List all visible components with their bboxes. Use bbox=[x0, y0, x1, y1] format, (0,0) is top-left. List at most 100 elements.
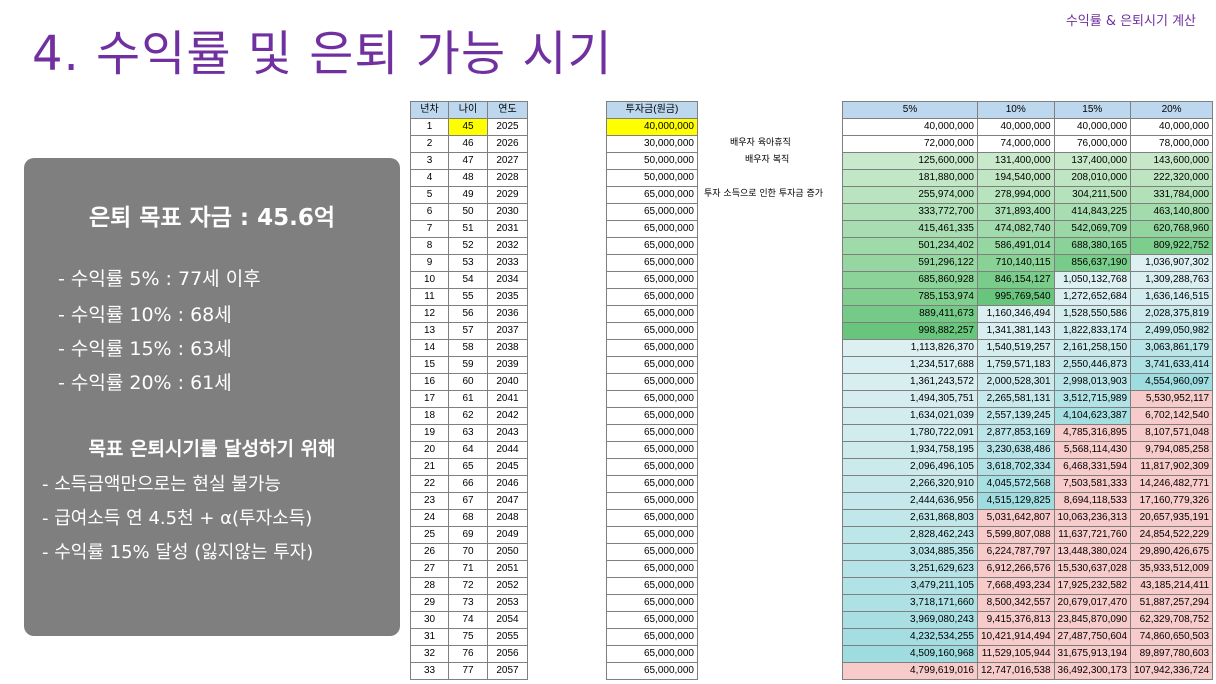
return-20-cell: 74,860,650,503 bbox=[1130, 628, 1214, 646]
table-row: 3 47 2027 bbox=[410, 152, 528, 170]
table-row: 65,000,000 bbox=[606, 594, 698, 612]
return-5-cell: 1,780,722,091 bbox=[842, 424, 978, 442]
investment-cell: 65,000,000 bbox=[606, 509, 698, 527]
age-cell: 52 bbox=[448, 237, 488, 255]
return-10-cell: 4,045,572,568 bbox=[977, 475, 1055, 493]
investment-cell: 65,000,000 bbox=[606, 662, 698, 680]
return-20-cell: 8,107,571,048 bbox=[1130, 424, 1214, 442]
return-10-cell: 586,491,014 bbox=[977, 237, 1055, 255]
header-rate-10: 10% bbox=[977, 101, 1055, 119]
return-5-cell: 1,494,305,751 bbox=[842, 390, 978, 408]
table-row: 685,860,928 846,154,127 1,050,132,768 1,309… bbox=[842, 271, 1214, 289]
year-cell: 2040 bbox=[487, 373, 528, 391]
return-15-cell: 4,785,316,895 bbox=[1053, 424, 1132, 442]
table-row: 1,934,758,195 3,230,638,486 5,568,114,430 9… bbox=[842, 441, 1214, 459]
return-10-cell: 9,415,376,813 bbox=[977, 611, 1055, 629]
return-5-cell: 40,000,000 bbox=[842, 118, 978, 136]
years-table: 년차 나이 연도 1 45 2025 2 46 2026 3 47 2027 4 48 2028 5 49… bbox=[410, 101, 528, 680]
table-row: 7 51 2031 bbox=[410, 220, 528, 238]
year-cell: 2032 bbox=[487, 237, 528, 255]
return-5-cell: 4,232,534,255 bbox=[842, 628, 978, 646]
return-20-cell: 9,794,085,258 bbox=[1130, 441, 1214, 459]
table-row: 40,000,000 40,000,000 40,000,000 40,000,000 bbox=[842, 118, 1214, 136]
table-row: 65,000,000 bbox=[606, 237, 698, 255]
return-20-cell: 17,160,779,326 bbox=[1130, 492, 1214, 510]
table-row: 13 57 2037 bbox=[410, 322, 528, 340]
table-row: 33 77 2057 bbox=[410, 662, 528, 680]
investment-cell: 65,000,000 bbox=[606, 373, 698, 391]
table-row: 65,000,000 bbox=[606, 577, 698, 595]
age-cell: 49 bbox=[448, 186, 488, 204]
return-15-cell: 304,211,500 bbox=[1053, 186, 1132, 204]
investment-cell: 65,000,000 bbox=[606, 594, 698, 612]
return-20-cell: 463,140,800 bbox=[1130, 203, 1214, 221]
note-return-to-work: 배우자 복직 bbox=[745, 155, 790, 165]
table-row: 255,974,000 278,994,000 304,211,500 331,784… bbox=[842, 186, 1214, 204]
return-15-cell: 76,000,000 bbox=[1053, 135, 1132, 153]
page-subtitle: 수익률 & 은퇴시기 계산 bbox=[1065, 14, 1196, 29]
age-cell: 45 bbox=[448, 118, 488, 136]
investment-cell: 65,000,000 bbox=[606, 526, 698, 544]
year-index-cell: 8 bbox=[410, 237, 449, 255]
table-row: 15 59 2039 bbox=[410, 356, 528, 374]
header-investment: 투자금(원금) bbox=[606, 101, 698, 119]
year-cell: 2054 bbox=[487, 611, 528, 629]
header-rate-5: 5% bbox=[842, 101, 978, 119]
year-cell: 2033 bbox=[487, 254, 528, 272]
table-row: 32 76 2056 bbox=[410, 645, 528, 663]
return-10-cell: 2,000,528,301 bbox=[977, 373, 1055, 391]
year-index-cell: 7 bbox=[410, 220, 449, 238]
return-20-cell: 24,854,522,229 bbox=[1130, 526, 1214, 544]
return-15-cell: 11,637,721,760 bbox=[1053, 526, 1132, 544]
age-cell: 54 bbox=[448, 271, 488, 289]
table-row: 2 46 2026 bbox=[410, 135, 528, 153]
return-10-cell: 40,000,000 bbox=[977, 118, 1055, 136]
return-15-cell: 208,010,000 bbox=[1053, 169, 1132, 187]
table-row: 4,799,619,016 12,747,016,538 36,492,300,17… bbox=[842, 662, 1214, 680]
return-20-cell: 35,933,512,009 bbox=[1130, 560, 1214, 578]
age-cell: 50 bbox=[448, 203, 488, 221]
investment-cell: 65,000,000 bbox=[606, 492, 698, 510]
table-row: 26 70 2050 bbox=[410, 543, 528, 561]
table-row: 65,000,000 bbox=[606, 543, 698, 561]
investment-cell: 50,000,000 bbox=[606, 169, 698, 187]
header-rate-20: 20% bbox=[1130, 101, 1214, 119]
table-row: 1,361,243,572 2,000,528,301 2,998,013,903 4… bbox=[842, 373, 1214, 391]
return-5-cell: 3,034,885,356 bbox=[842, 543, 978, 561]
age-cell: 56 bbox=[448, 305, 488, 323]
investment-cell: 65,000,000 bbox=[606, 288, 698, 306]
table-row: 30,000,000 bbox=[606, 135, 698, 153]
year-cell: 2056 bbox=[487, 645, 528, 663]
header-rate-15: 15% bbox=[1053, 101, 1132, 119]
year-cell: 2046 bbox=[487, 475, 528, 493]
return-10-cell: 474,082,740 bbox=[977, 220, 1055, 238]
return-15-cell: 1,272,652,684 bbox=[1053, 288, 1132, 306]
table-row: 65,000,000 bbox=[606, 526, 698, 544]
table-row: 4,232,534,255 10,421,914,494 27,487,750,60… bbox=[842, 628, 1214, 646]
return-15-cell: 3,512,715,989 bbox=[1053, 390, 1132, 408]
table-row: 6 50 2030 bbox=[410, 203, 528, 221]
table-row: 889,411,673 1,160,346,494 1,528,550,586 2,0… bbox=[842, 305, 1214, 323]
return-20-cell: 2,028,375,819 bbox=[1130, 305, 1214, 323]
table-row: 998,882,257 1,341,381,143 1,822,833,174 2,4… bbox=[842, 322, 1214, 340]
return-10-cell: 131,400,000 bbox=[977, 152, 1055, 170]
investment-cell: 65,000,000 bbox=[606, 322, 698, 340]
table-row: 4,509,160,968 11,529,105,944 31,675,913,19… bbox=[842, 645, 1214, 663]
table-row: 2,828,462,243 5,599,807,088 11,637,721,760… bbox=[842, 526, 1214, 544]
table-row: 2,096,496,105 3,618,702,334 6,468,331,594 1… bbox=[842, 458, 1214, 476]
return-10-cell: 11,529,105,944 bbox=[977, 645, 1055, 663]
return-10-cell: 5,599,807,088 bbox=[977, 526, 1055, 544]
investment-cell: 65,000,000 bbox=[606, 628, 698, 646]
table-row: 24 68 2048 bbox=[410, 509, 528, 527]
age-cell: 74 bbox=[448, 611, 488, 629]
age-cell: 69 bbox=[448, 526, 488, 544]
table-row: 65,000,000 bbox=[606, 220, 698, 238]
table-row: 125,600,000 131,400,000 137,400,000 143,600… bbox=[842, 152, 1214, 170]
investment-cell: 40,000,000 bbox=[606, 118, 698, 136]
age-cell: 68 bbox=[448, 509, 488, 527]
table-row: 11 55 2035 bbox=[410, 288, 528, 306]
achievement-line-3: - 수익률 15% 달성 (잃지않는 투자) bbox=[42, 542, 314, 563]
age-cell: 75 bbox=[448, 628, 488, 646]
age-cell: 64 bbox=[448, 441, 488, 459]
table-row: 415,461,335 474,082,740 542,069,709 620,768… bbox=[842, 220, 1214, 238]
